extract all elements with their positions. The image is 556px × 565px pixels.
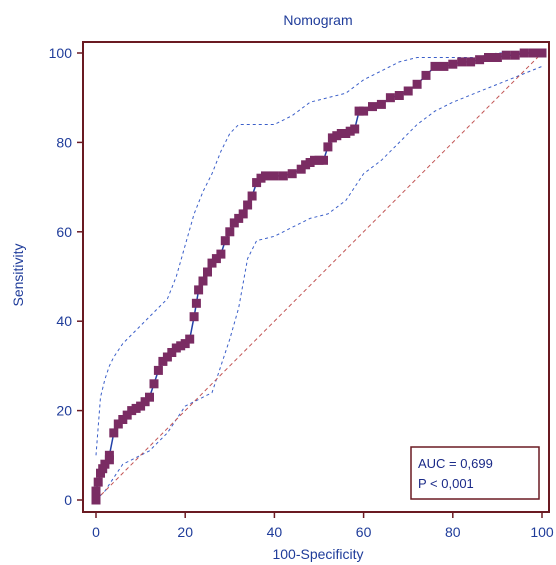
ci-upper-line: [95, 52, 542, 456]
y-tick-label: 0: [64, 492, 72, 508]
roc-marker: [323, 142, 333, 152]
roc-marker: [261, 171, 270, 181]
roc-marker: [191, 298, 201, 308]
roc-marker: [91, 495, 101, 505]
roc-marker: [216, 249, 226, 259]
roc-marker: [149, 379, 159, 389]
roc-marker: [104, 450, 114, 460]
roc-marker: [278, 171, 288, 181]
roc-marker: [269, 171, 279, 181]
chart-title: Nomogram: [283, 12, 352, 28]
roc-marker: [145, 392, 154, 402]
roc-marker: [238, 209, 248, 219]
confidence-interval-lines: [95, 52, 543, 501]
roc-marker: [412, 79, 422, 89]
roc-marker: [109, 428, 119, 438]
roc-marker: [403, 86, 413, 96]
x-tick-label: 80: [445, 524, 461, 540]
roc-marker: [439, 61, 449, 71]
roc-marker: [484, 53, 493, 62]
roc-marker: [528, 48, 538, 58]
roc-marker: [475, 55, 485, 65]
x-axis-ticks: 0 20 40 60 80 100: [92, 512, 554, 540]
roc-marker: [194, 285, 204, 295]
x-tick-label: 40: [267, 524, 283, 540]
roc-marker: [430, 61, 440, 71]
roc-marker: [243, 200, 253, 210]
reference-line-layer: [95, 52, 543, 501]
roc-marker: [394, 91, 404, 100]
roc-marker: [421, 70, 431, 80]
roc-marker: [359, 106, 369, 116]
roc-marker: [501, 50, 511, 60]
auc-legend-box: AUC = 0,699 P < 0,001: [410, 446, 540, 500]
auc-value-text: AUC = 0,699: [418, 456, 493, 471]
plot-frame: [82, 41, 550, 513]
roc-marker: [93, 477, 103, 487]
roc-marker: [510, 50, 520, 60]
roc-marker: [247, 191, 257, 201]
y-axis-label: Sensitivity: [10, 243, 26, 306]
roc-marker: [203, 267, 212, 277]
roc-marker: [198, 276, 208, 286]
y-tick-label: 40: [56, 313, 72, 329]
reference-diagonal-line: [95, 52, 543, 501]
legend-frame: [410, 446, 540, 500]
roc-marker: [376, 99, 386, 109]
roc-marker: [153, 365, 163, 375]
roc-marker: [350, 124, 360, 134]
y-axis-ticks: 0 20 40 60 80 100: [49, 45, 83, 508]
x-tick-label: 20: [177, 524, 193, 540]
roc-marker: [466, 57, 476, 67]
roc-marker: [385, 93, 395, 103]
roc-marker: [537, 48, 547, 58]
y-tick-label: 60: [56, 224, 72, 240]
x-tick-label: 60: [356, 524, 372, 540]
roc-marker: [319, 155, 328, 165]
roc-marker: [519, 48, 529, 58]
roc-marker: [368, 102, 377, 112]
roc-marker: [457, 57, 467, 67]
y-tick-label: 20: [56, 403, 72, 419]
roc-marker: [287, 169, 297, 179]
roc-marker: [189, 312, 199, 322]
roc-marker: [185, 334, 195, 344]
y-tick-label: 80: [56, 134, 72, 150]
roc-marker: [220, 236, 230, 246]
y-tick-label: 100: [49, 45, 73, 61]
roc-marker: [91, 486, 101, 496]
ci-lower-line: [95, 65, 543, 501]
x-tick-label: 0: [92, 524, 100, 540]
roc-marker: [225, 227, 235, 237]
roc-markers: [91, 48, 547, 505]
x-tick-label: 100: [530, 524, 554, 540]
p-value-text: P < 0,001: [418, 476, 474, 491]
roc-marker: [492, 53, 502, 62]
x-axis-label: 100-Specificity: [272, 546, 363, 562]
roc-marker: [448, 59, 458, 69]
